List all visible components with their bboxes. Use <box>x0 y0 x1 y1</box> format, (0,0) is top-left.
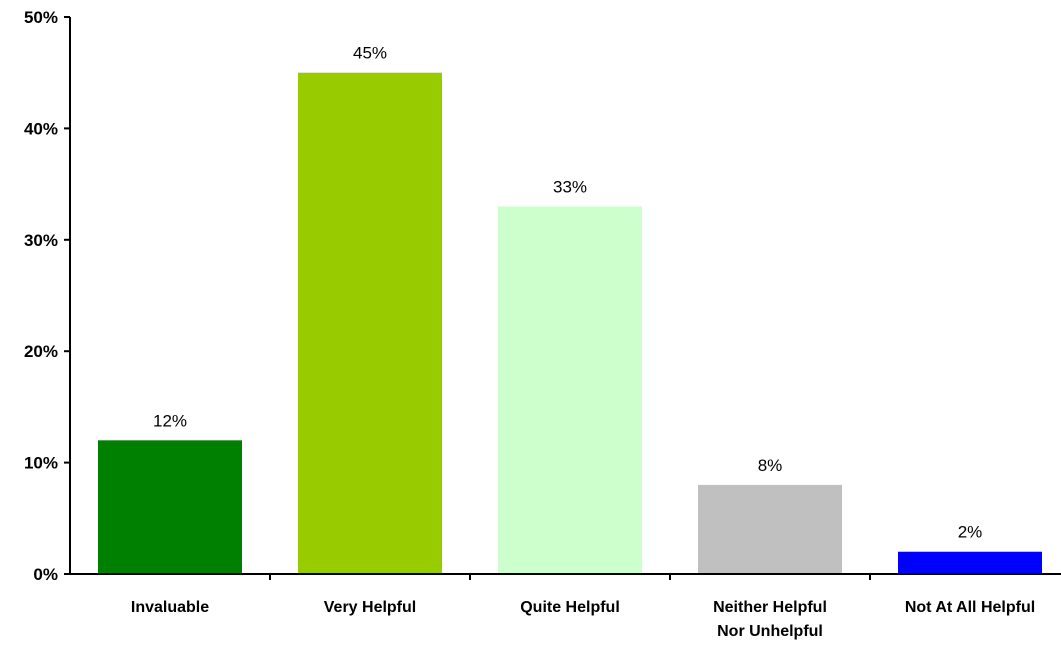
category-label-2-line-0: Quite Helpful <box>520 599 620 616</box>
bar-0 <box>98 440 242 574</box>
category-label-2: Quite Helpful <box>520 599 620 616</box>
category-label-0-line-0: Invaluable <box>131 599 209 616</box>
bar-2 <box>498 206 642 574</box>
bar-3 <box>698 484 842 574</box>
data-label-3: 8% <box>758 456 783 475</box>
category-label-4-line-0: Not At All Helpful <box>905 599 1035 616</box>
y-tick-label-4: 40% <box>24 119 58 138</box>
category-label-3-line-1: Nor Unhelpful <box>717 623 823 640</box>
bar-4 <box>898 551 1042 574</box>
y-tick-label-5: 50% <box>24 8 58 27</box>
y-tick-label-2: 20% <box>24 342 58 361</box>
category-label-3-line-0: Neither Helpful <box>713 599 827 616</box>
category-label-0: Invaluable <box>131 599 209 616</box>
data-label-1: 45% <box>353 44 387 63</box>
bar-1 <box>298 72 442 574</box>
axes-layer <box>64 16 1061 580</box>
bars-layer <box>98 72 1042 574</box>
category-label-4: Not At All Helpful <box>905 599 1035 616</box>
data-label-4: 2% <box>958 523 983 542</box>
y-tick-label-3: 30% <box>24 231 58 250</box>
data-label-2: 33% <box>553 177 587 196</box>
category-label-1-line-0: Very Helpful <box>324 599 416 616</box>
y-tick-label-0: 0% <box>33 565 58 584</box>
labels-layer: 12% 45% 33% 8% 2% 0% 10% 20% 30% 40% 50% Invaluable… <box>24 8 1035 640</box>
y-tick-label-1: 10% <box>24 454 58 473</box>
category-label-3: Neither Helpful Nor Unhelpful <box>713 599 827 640</box>
category-label-1: Very Helpful <box>324 599 416 616</box>
data-label-0: 12% <box>153 411 187 430</box>
